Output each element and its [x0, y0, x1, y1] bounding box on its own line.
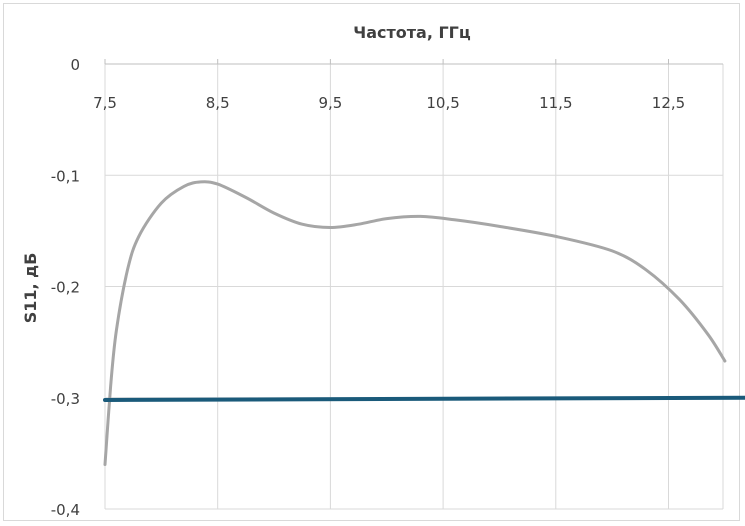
x-tick-label: 11,5 — [539, 94, 572, 112]
series-layer — [103, 180, 745, 466]
series-line-2 — [103, 395, 745, 402]
y-tick-label: -0,4 — [51, 501, 80, 519]
series-line-1 — [103, 180, 727, 466]
y-axis-title: S11, дБ — [21, 253, 40, 324]
chart-frame — [3, 3, 740, 521]
y-tick-label: -0,3 — [51, 390, 80, 408]
x-tick-label: 12,5 — [652, 94, 685, 112]
x-tick-label: 10,5 — [426, 94, 459, 112]
y-tick-label: -0,1 — [51, 167, 80, 185]
grid-layer — [104, 59, 724, 510]
x-tick-label: 8,5 — [206, 94, 230, 112]
x-tick-label: 7,5 — [93, 94, 117, 112]
tick-layer: 0 -0,1 -0,2 -0,3 -0,4 7,5 8,5 9,5 10,5 11,5 12,5 — [51, 56, 685, 519]
x-tick-label: 9,5 — [318, 94, 342, 112]
y-tick-label: 0 — [70, 56, 80, 74]
x-axis-title: Частота, ГГц — [353, 23, 471, 42]
y-tick-label: -0,2 — [51, 279, 80, 297]
